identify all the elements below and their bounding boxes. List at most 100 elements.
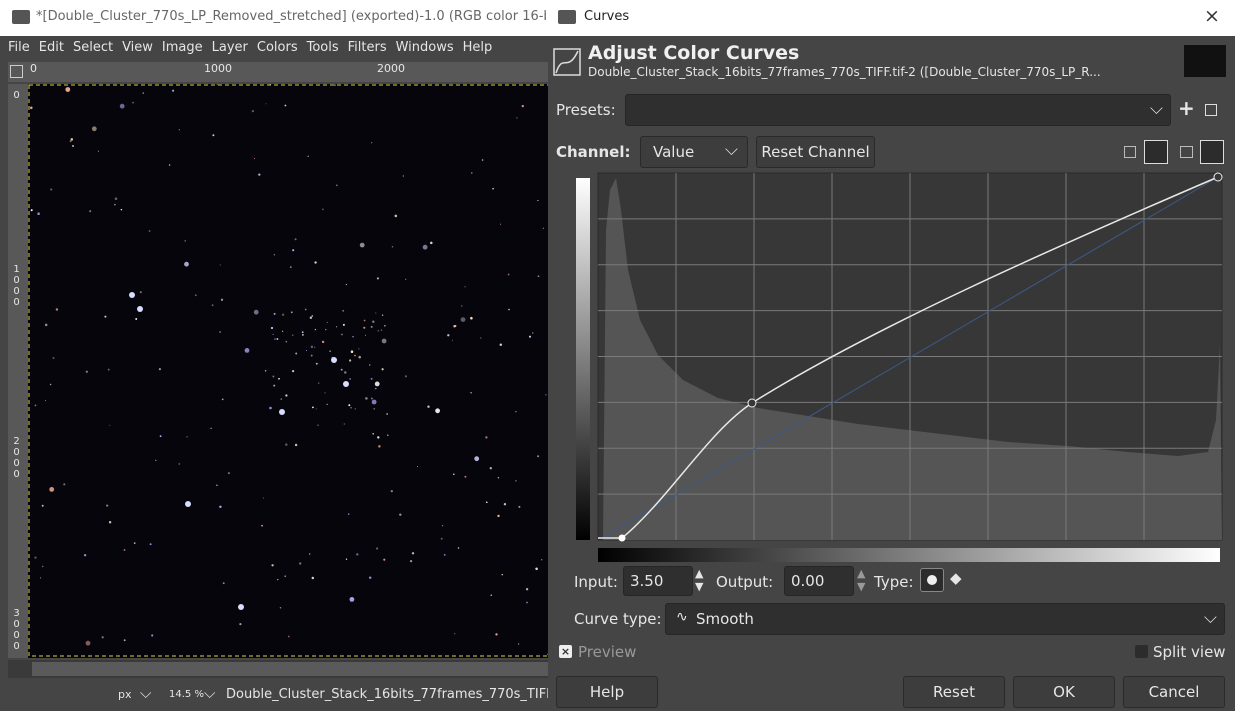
scroll-thumb[interactable] <box>32 662 548 676</box>
star <box>387 434 389 436</box>
smooth-point-toggle[interactable] <box>920 568 944 592</box>
reset-channel-button[interactable]: Reset Channel <box>756 136 875 168</box>
status-bar: px ⌵ 14.5 % ⌵ Double_Cluster_Stack_16bit… <box>0 680 548 711</box>
star <box>71 144 75 148</box>
star <box>349 597 355 602</box>
split-view-checkbox[interactable] <box>1135 645 1148 658</box>
star <box>301 331 304 334</box>
corner-point-toggle[interactable]: ◆ <box>950 569 962 587</box>
scrollbar[interactable] <box>8 660 548 678</box>
menu-item[interactable]: Image <box>161 40 203 55</box>
app-icon <box>558 10 576 24</box>
unit-select[interactable]: px <box>118 688 132 701</box>
nav-button[interactable] <box>10 65 23 78</box>
curve-type-combo[interactable]: ∿ Smooth ⌵ <box>665 603 1225 635</box>
hist-toggle[interactable] <box>1180 146 1193 158</box>
image-canvas[interactable] <box>28 84 548 658</box>
output-field[interactable]: 0.00 <box>784 566 854 596</box>
ok-button[interactable]: OK <box>1013 676 1115 708</box>
help-button[interactable]: Help <box>556 676 658 708</box>
menu-item[interactable]: Windows <box>395 40 454 55</box>
ruler-label: 1000 <box>11 264 22 308</box>
close-button[interactable]: × <box>1204 5 1220 27</box>
dropdown-arrow[interactable]: ⌵ <box>725 140 738 160</box>
spin-buttons[interactable]: ▲ ▼ <box>857 567 866 593</box>
menu-item[interactable]: File <box>8 40 30 55</box>
add-preset[interactable]: + <box>1178 96 1195 120</box>
dropdown-arrow[interactable]: ⌵ <box>1150 99 1163 119</box>
menu-item[interactable]: Select <box>72 40 114 55</box>
star <box>178 462 181 465</box>
star <box>123 549 126 551</box>
star <box>345 558 348 560</box>
star <box>335 184 338 187</box>
star <box>97 150 99 152</box>
star <box>302 334 304 336</box>
input-label: Input: <box>574 573 618 591</box>
star <box>348 404 351 407</box>
presets-combo[interactable]: ⌵ <box>625 94 1171 126</box>
curve[interactable] <box>598 176 1219 539</box>
star <box>83 553 87 557</box>
star <box>347 513 350 515</box>
control-point[interactable] <box>618 534 626 542</box>
reset-button[interactable]: Reset <box>903 676 1005 708</box>
star <box>489 467 492 470</box>
preview-checkbox[interactable]: × <box>559 645 572 658</box>
star <box>321 340 325 344</box>
star <box>272 333 274 336</box>
preset-menu[interactable] <box>1205 104 1217 116</box>
star <box>139 291 142 294</box>
spin-buttons[interactable]: ▲ ▼ <box>695 567 704 593</box>
menu-item[interactable]: Filters <box>347 40 387 55</box>
menu-item[interactable]: Colors <box>256 40 298 55</box>
linear-toggle[interactable] <box>1124 146 1136 158</box>
menu-item[interactable]: Layer <box>211 40 248 55</box>
star <box>326 321 328 323</box>
hist-toggle-active[interactable] <box>1200 140 1224 164</box>
star <box>409 559 413 563</box>
star <box>315 408 317 410</box>
star <box>537 199 539 202</box>
star <box>290 311 293 314</box>
star <box>34 556 37 559</box>
menu-item[interactable]: Edit <box>38 40 64 55</box>
cancel-button[interactable]: Cancel <box>1123 676 1225 708</box>
star <box>284 104 287 107</box>
star <box>342 323 345 326</box>
star <box>294 238 297 241</box>
menu-item[interactable]: Tools <box>306 40 339 55</box>
star <box>480 337 482 339</box>
star <box>358 348 360 350</box>
curve-editor[interactable] <box>548 170 1235 565</box>
star <box>149 543 152 546</box>
star <box>281 313 285 316</box>
control-point[interactable] <box>747 398 757 408</box>
channel-combo[interactable]: Value ⌵ <box>640 136 748 168</box>
star <box>310 345 314 349</box>
star <box>269 406 272 410</box>
menu-item[interactable]: View <box>122 40 153 55</box>
zoom[interactable]: 14.5 % <box>169 689 204 700</box>
star <box>368 576 372 579</box>
input-field[interactable]: 3.50 <box>623 566 693 596</box>
canvas-bg <box>28 84 548 658</box>
star <box>427 405 430 408</box>
star <box>284 575 286 577</box>
star <box>85 370 88 373</box>
star <box>378 445 381 448</box>
dropdown-arrow[interactable]: ⌵ <box>140 684 152 702</box>
star <box>253 309 259 315</box>
star <box>525 588 529 591</box>
control-point[interactable] <box>1213 172 1223 182</box>
star <box>289 266 292 268</box>
dropdown-arrow[interactable]: ⌵ <box>1204 608 1217 628</box>
log-toggle[interactable] <box>1144 140 1168 164</box>
left-ruler: 0 1000 2000 3000 <box>8 84 28 658</box>
header-title: Adjust Color Curves <box>588 42 800 64</box>
star <box>133 542 136 544</box>
dropdown-arrow[interactable]: ⌵ <box>204 684 216 702</box>
menu-item[interactable]: Help <box>462 40 493 55</box>
star <box>159 435 162 438</box>
star <box>285 340 288 343</box>
